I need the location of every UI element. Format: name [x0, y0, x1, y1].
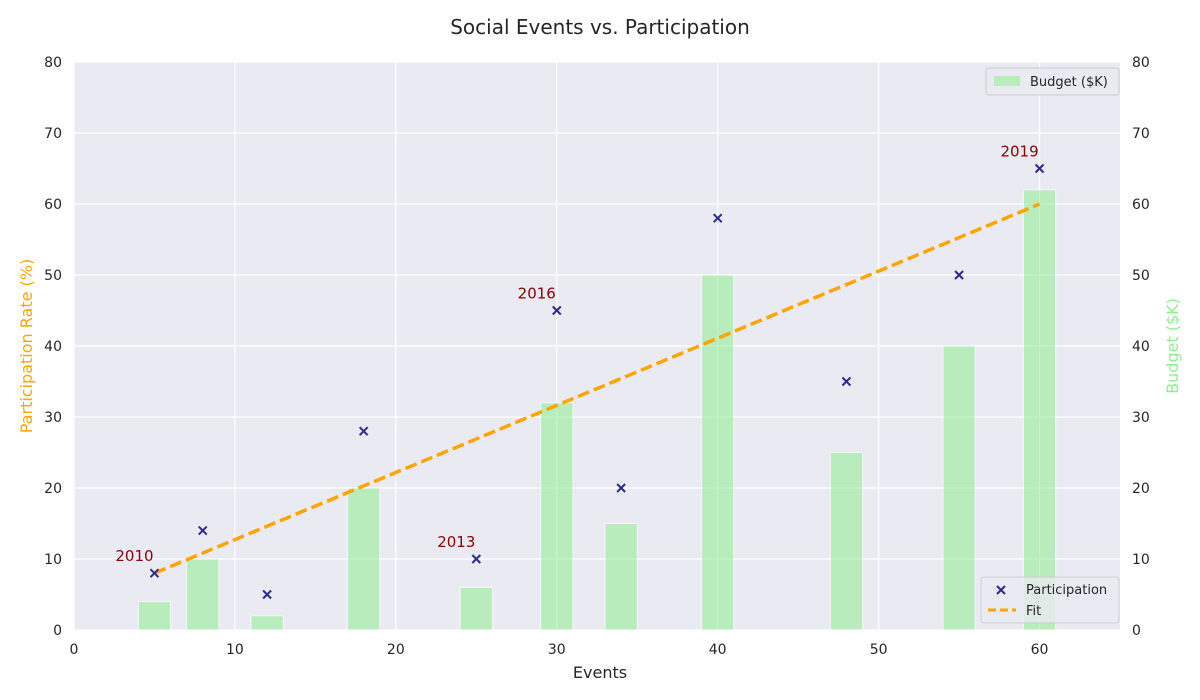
y-axis-label: Participation Rate (%): [17, 259, 36, 433]
chart-title: Social Events vs. Participation: [450, 15, 750, 39]
participation-point: [841, 376, 852, 387]
budget-bar: [1022, 189, 1057, 631]
x-axis-label: Events: [573, 663, 627, 682]
legend-budget-swatch: [994, 76, 1020, 86]
budget-bars: [137, 189, 1057, 631]
y-axis-ticks: 0 10 20 30 40 50 60 70 80: [44, 55, 62, 639]
y2-tick-label: 10: [1132, 552, 1150, 568]
x-tick-label: 30: [548, 642, 566, 658]
participation-point: [149, 568, 160, 578]
y-tick-label: 10: [44, 552, 62, 568]
x-tick-label: 60: [1031, 642, 1049, 658]
participation-point: [471, 554, 482, 564]
budget-bar: [701, 274, 735, 631]
year-annotation: 2013: [437, 533, 475, 551]
budget-bar: [250, 615, 284, 631]
legend-participation-fit: Participation Fit: [980, 576, 1120, 624]
legend-participation-marker: [996, 585, 1006, 595]
y2-tick-label: 80: [1132, 55, 1150, 71]
x-tick-label: 40: [709, 642, 727, 658]
y-tick-label: 70: [44, 126, 62, 142]
y2-tick-label: 30: [1132, 410, 1150, 426]
budget-bar: [459, 586, 493, 631]
legend-participation-label: Participation: [1026, 583, 1107, 598]
fit-line-path: [153, 202, 1041, 575]
y-tick-label: 30: [44, 410, 62, 426]
legend-fit-label: Fit: [1026, 604, 1041, 619]
y-tick-label: 60: [44, 197, 62, 213]
budget-bar: [347, 487, 381, 631]
year-annotation: 2010: [115, 547, 153, 565]
y2-tick-label: 70: [1132, 126, 1150, 142]
budget-bar: [604, 523, 638, 631]
y2-axis-ticks: 0 10 20 30 40 50 60 70 80: [1132, 55, 1150, 639]
y2-tick-label: 40: [1132, 339, 1150, 355]
y2-axis-label: Budget ($K): [1163, 298, 1182, 394]
participation-point: [198, 525, 208, 536]
y-tick-label: 0: [53, 623, 62, 639]
legend-budget-label: Budget ($K): [1030, 75, 1108, 90]
budget-bar: [942, 345, 976, 631]
participation-points: [149, 163, 1045, 600]
fit-line: [153, 202, 1041, 575]
y2-tick-label: 50: [1132, 268, 1150, 284]
participation-point: [616, 483, 626, 493]
x-tick-label: 20: [387, 642, 405, 658]
y-tick-label: 80: [44, 55, 62, 71]
budget-bar: [186, 558, 220, 631]
annotations: 2010 2013 2016 2019: [115, 143, 1038, 566]
budget-bar: [137, 601, 172, 631]
budget-bar: [829, 452, 864, 631]
participation-point: [358, 426, 369, 436]
y2-tick-label: 60: [1132, 197, 1150, 213]
x-axis-ticks: 0 10 20 30 40 50 60: [70, 642, 1049, 658]
budget-bar: [540, 402, 574, 631]
participation-point: [954, 270, 964, 280]
x-tick-label: 50: [870, 642, 888, 658]
x-tick-label: 10: [226, 642, 244, 658]
year-annotation: 2019: [1000, 143, 1038, 161]
y-tick-label: 40: [44, 339, 62, 355]
y-tick-label: 20: [44, 481, 62, 497]
participation-point: [262, 589, 272, 600]
year-annotation: 2016: [518, 285, 556, 303]
legend-budget-frame: [985, 67, 1120, 96]
x-tick-label: 0: [70, 642, 79, 658]
participation-point: [552, 305, 562, 316]
y-tick-label: 50: [44, 268, 62, 284]
y2-tick-label: 20: [1132, 481, 1150, 497]
participation-point: [712, 213, 723, 223]
y2-tick-label: 0: [1132, 623, 1141, 639]
participation-point: [1034, 163, 1045, 174]
legend-budget: Budget ($K): [985, 67, 1120, 96]
